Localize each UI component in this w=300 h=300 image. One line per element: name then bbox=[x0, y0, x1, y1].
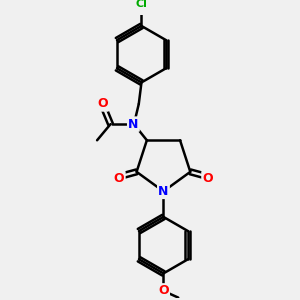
Text: O: O bbox=[158, 284, 169, 297]
Text: O: O bbox=[202, 172, 213, 185]
Text: N: N bbox=[158, 185, 169, 198]
Text: N: N bbox=[128, 118, 139, 130]
Text: O: O bbox=[97, 98, 108, 110]
Text: Cl: Cl bbox=[136, 0, 147, 9]
Text: O: O bbox=[114, 172, 124, 185]
